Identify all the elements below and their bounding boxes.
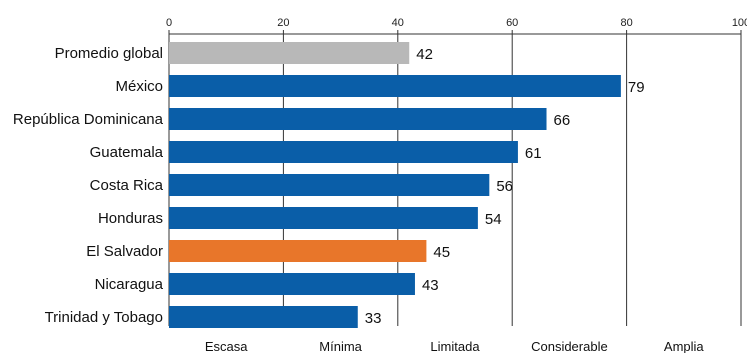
x-tick-label: 0 xyxy=(166,17,172,29)
band-label: Mínima xyxy=(319,339,362,353)
category-label: Trinidad y Tobago xyxy=(45,309,163,326)
band-label: Escasa xyxy=(205,339,248,353)
bar xyxy=(169,207,478,229)
category-label: Guatemala xyxy=(90,144,164,161)
bar xyxy=(169,240,427,262)
value-label: 43 xyxy=(422,277,439,294)
category-label: Costa Rica xyxy=(90,177,164,194)
category-label: Nicaragua xyxy=(95,276,164,293)
x-tick-label: 20 xyxy=(277,17,289,29)
category-label: Promedio global xyxy=(55,45,163,62)
value-label: 54 xyxy=(485,211,502,228)
value-label: 79 xyxy=(628,79,645,96)
bar xyxy=(169,306,358,328)
bar xyxy=(169,108,547,130)
category-label: México xyxy=(115,78,163,95)
x-tick-label: 60 xyxy=(506,17,518,29)
x-tick-label: 40 xyxy=(392,17,404,29)
bar xyxy=(169,273,415,295)
bar xyxy=(169,174,490,196)
value-label: 33 xyxy=(365,310,382,327)
x-tick-label: 80 xyxy=(620,17,632,29)
category-label: República Dominicana xyxy=(13,111,164,128)
bar xyxy=(169,42,410,64)
category-label: El Salvador xyxy=(86,243,163,260)
category-label: Honduras xyxy=(98,210,163,227)
bar xyxy=(169,75,621,97)
band-label: Considerable xyxy=(531,339,608,353)
band-label: Amplia xyxy=(664,339,705,353)
value-label: 42 xyxy=(416,46,433,63)
value-label: 61 xyxy=(525,145,542,162)
value-label: 45 xyxy=(433,244,450,261)
value-label: 56 xyxy=(496,178,513,195)
x-tick-label: 100 xyxy=(732,17,747,29)
bar xyxy=(169,141,518,163)
band-label: Limitada xyxy=(430,339,480,353)
value-label: 66 xyxy=(554,112,571,129)
